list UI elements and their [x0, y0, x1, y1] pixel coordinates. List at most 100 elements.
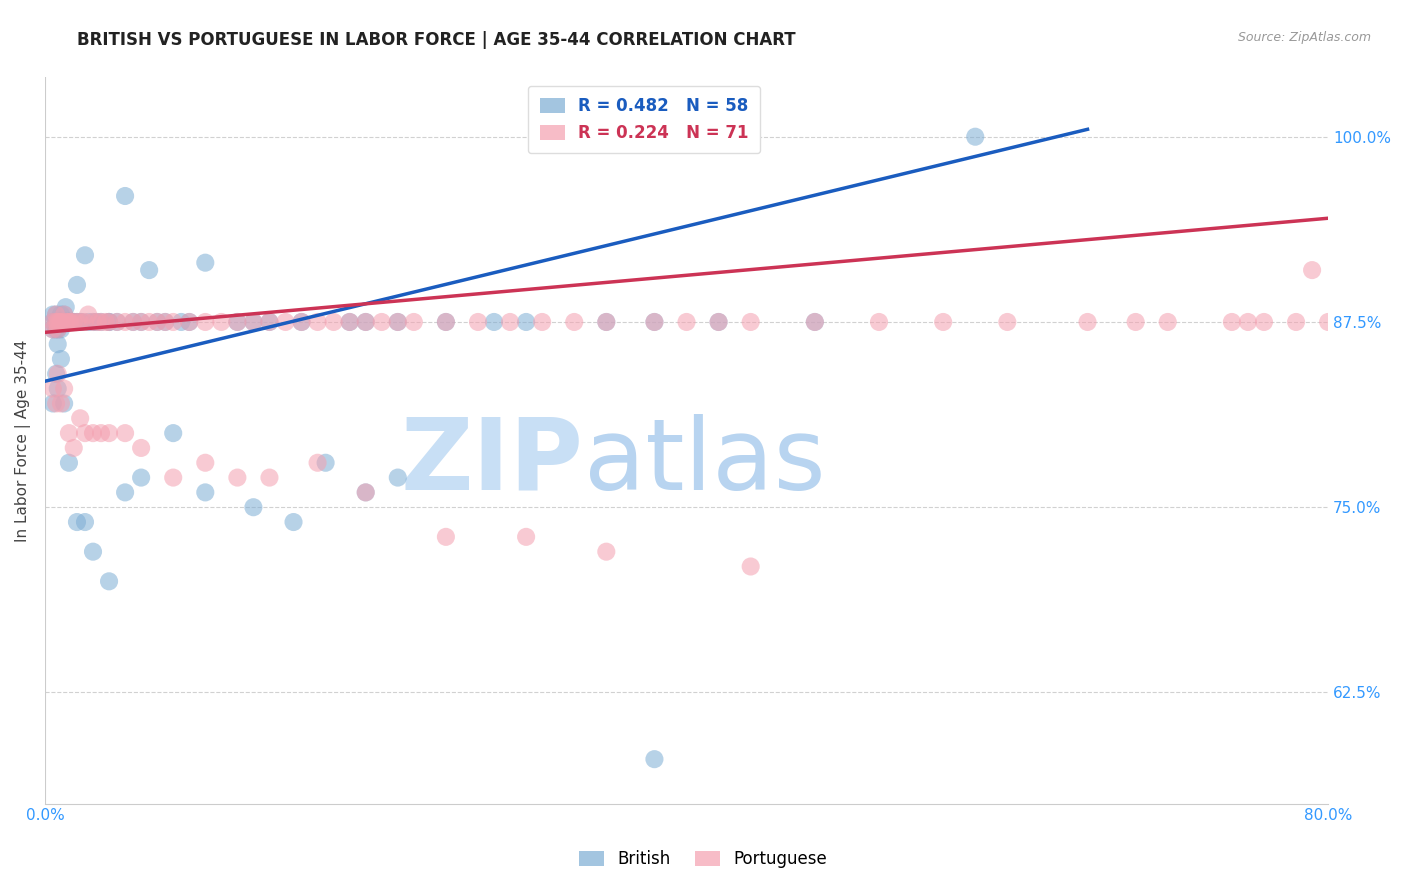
Point: [740, 315, 762, 329]
Point: [179, 315, 201, 329]
Point: [194, 255, 217, 269]
Point: [82, 315, 104, 329]
Point: [90, 426, 112, 441]
Point: [467, 315, 489, 329]
Point: [58, 456, 80, 470]
Point: [965, 129, 987, 144]
Point: [242, 315, 264, 329]
Point: [146, 315, 169, 329]
Point: [932, 315, 955, 329]
Point: [643, 315, 665, 329]
Point: [315, 456, 337, 470]
Point: [122, 315, 145, 329]
Point: [194, 485, 217, 500]
Point: [53, 382, 76, 396]
Point: [402, 315, 425, 329]
Point: [53, 308, 76, 322]
Point: [339, 315, 361, 329]
Point: [98, 426, 121, 441]
Point: [49, 308, 72, 322]
Point: [387, 315, 409, 329]
Point: [531, 315, 554, 329]
Point: [66, 277, 89, 292]
Point: [434, 530, 457, 544]
Point: [804, 315, 827, 329]
Point: [1285, 315, 1308, 329]
Point: [194, 315, 217, 329]
Point: [59, 315, 82, 329]
Point: [69, 315, 91, 329]
Point: [90, 315, 112, 329]
Point: [146, 315, 169, 329]
Point: [98, 315, 121, 329]
Point: [114, 315, 136, 329]
Point: [259, 470, 281, 484]
Point: [46, 322, 69, 336]
Point: [434, 315, 457, 329]
Point: [62, 315, 84, 329]
Point: [322, 315, 344, 329]
Point: [62, 315, 84, 329]
Point: [70, 315, 93, 329]
Point: [129, 441, 152, 455]
Point: [595, 544, 617, 558]
Point: [1076, 315, 1098, 329]
Point: [129, 470, 152, 484]
Point: [643, 315, 665, 329]
Point: [290, 315, 312, 329]
Point: [53, 396, 76, 410]
Point: [675, 315, 697, 329]
Point: [162, 315, 184, 329]
Point: [804, 315, 827, 329]
Point: [42, 315, 65, 329]
Point: [307, 456, 329, 470]
Point: [55, 315, 77, 329]
Point: [49, 322, 72, 336]
Point: [138, 315, 160, 329]
Point: [82, 544, 104, 558]
Point: [482, 315, 505, 329]
Point: [162, 426, 184, 441]
Point: [49, 315, 72, 329]
Point: [73, 515, 96, 529]
Point: [49, 315, 72, 329]
Point: [371, 315, 394, 329]
Point: [55, 300, 77, 314]
Point: [73, 315, 96, 329]
Point: [46, 322, 69, 336]
Point: [209, 315, 232, 329]
Point: [162, 470, 184, 484]
Point: [1220, 315, 1243, 329]
Point: [58, 315, 80, 329]
Point: [73, 426, 96, 441]
Point: [46, 367, 69, 381]
Point: [643, 752, 665, 766]
Point: [387, 315, 409, 329]
Point: [707, 315, 730, 329]
Point: [45, 315, 67, 329]
Legend: British, Portuguese: British, Portuguese: [572, 844, 834, 875]
Point: [434, 315, 457, 329]
Point: [42, 382, 65, 396]
Text: BRITISH VS PORTUGUESE IN LABOR FORCE | AGE 35-44 CORRELATION CHART: BRITISH VS PORTUGUESE IN LABOR FORCE | A…: [77, 31, 796, 49]
Point: [98, 574, 121, 589]
Point: [42, 396, 65, 410]
Point: [354, 485, 377, 500]
Point: [515, 315, 537, 329]
Point: [868, 315, 890, 329]
Point: [82, 315, 104, 329]
Point: [226, 470, 249, 484]
Point: [170, 315, 193, 329]
Point: [62, 315, 84, 329]
Point: [45, 367, 67, 381]
Point: [1237, 315, 1260, 329]
Point: [73, 248, 96, 262]
Point: [45, 308, 67, 322]
Point: [114, 485, 136, 500]
Text: ZIP: ZIP: [401, 414, 583, 511]
Point: [122, 315, 145, 329]
Point: [105, 315, 128, 329]
Point: [259, 315, 281, 329]
Point: [290, 315, 312, 329]
Point: [84, 315, 107, 329]
